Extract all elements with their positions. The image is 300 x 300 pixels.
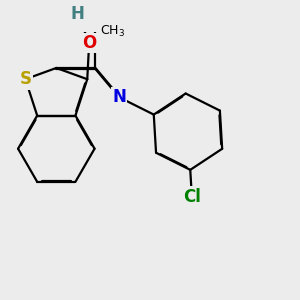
Text: O: O	[82, 34, 96, 52]
Text: Cl: Cl	[183, 188, 201, 206]
Text: H: H	[71, 5, 85, 23]
Text: CH$_3$: CH$_3$	[100, 24, 125, 39]
Text: S: S	[20, 70, 32, 88]
Text: N: N	[112, 88, 126, 106]
